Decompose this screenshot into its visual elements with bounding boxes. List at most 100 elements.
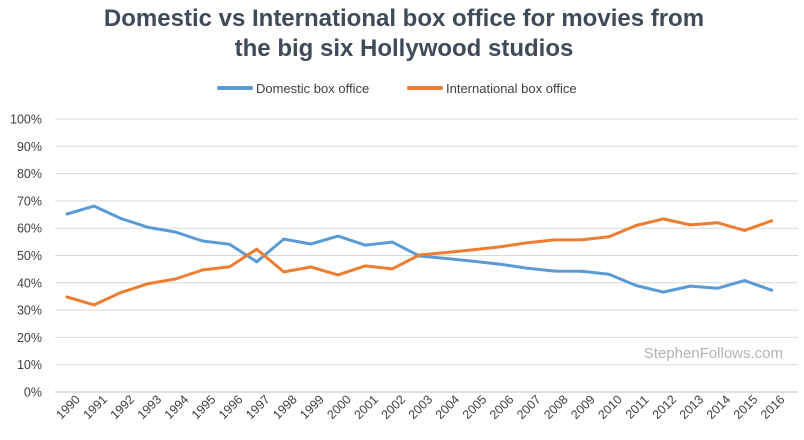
data-point (119, 217, 123, 221)
y-tick-label: 30% (17, 304, 42, 318)
x-tick-label: 1990 (53, 392, 83, 422)
data-point (201, 239, 204, 243)
data-point (553, 269, 557, 273)
data-point (770, 288, 774, 292)
data-point (119, 290, 123, 294)
y-tick-label: 20% (17, 331, 42, 345)
data-point (363, 264, 367, 268)
watermark: StephenFollows.com (644, 345, 783, 362)
legend: Domestic box office International box of… (217, 81, 577, 96)
data-point (390, 240, 394, 244)
x-axis: 1990199119921993199419951996199719981999… (53, 392, 787, 422)
data-point (526, 241, 530, 245)
y-tick-label: 90% (17, 140, 42, 154)
series-layer (65, 204, 774, 307)
chart-title-line-2: the big six Hollywood studios (235, 35, 574, 62)
gridlines (55, 118, 798, 393)
data-point (309, 242, 313, 246)
data-point (688, 223, 692, 227)
x-tick-label: 1998 (270, 392, 300, 422)
data-point (228, 265, 232, 269)
data-point (201, 268, 204, 272)
x-tick-label: 1999 (297, 392, 327, 422)
x-tick-label: 2010 (595, 392, 625, 422)
legend-label-international: International box office (446, 81, 577, 96)
x-tick-label: 2015 (731, 392, 761, 422)
data-point (146, 282, 150, 286)
data-point (173, 230, 177, 234)
data-point (309, 265, 313, 269)
data-point (688, 284, 692, 288)
x-tick-label: 2000 (324, 392, 354, 422)
x-tick-label: 2007 (514, 392, 544, 422)
data-point (92, 303, 96, 307)
x-tick-label: 1994 (162, 392, 192, 422)
data-point (336, 234, 340, 238)
y-axis: 0% 10% 20% 30% 40% 50% 60% 70% 80% 90% 100% (10, 113, 42, 400)
x-tick-label: 1996 (216, 392, 246, 422)
data-point (770, 219, 774, 223)
x-tick-label: 2012 (650, 392, 680, 422)
data-point (743, 228, 746, 232)
y-tick-label: 100% (10, 113, 42, 127)
y-tick-label: 80% (17, 167, 42, 181)
chart-title: Domestic vs International box office for… (104, 5, 704, 62)
x-tick-label: 2014 (704, 392, 734, 422)
x-tick-label: 1995 (189, 392, 219, 422)
data-point (715, 221, 719, 225)
data-point (499, 245, 503, 249)
x-tick-label: 1992 (108, 392, 138, 422)
legend-label-domestic: Domestic box office (256, 81, 369, 96)
data-point (743, 279, 746, 283)
data-point (526, 266, 530, 270)
data-point (390, 267, 394, 271)
chart-title-line-1: Domestic vs International box office for… (104, 5, 704, 32)
data-point (255, 260, 259, 264)
data-point (472, 259, 475, 263)
x-tick-label: 2005 (460, 392, 490, 422)
data-point (580, 269, 584, 273)
data-point (715, 286, 719, 290)
data-point (661, 290, 665, 294)
y-tick-label: 0% (24, 386, 42, 400)
data-point (282, 270, 286, 274)
data-point (607, 272, 611, 276)
data-point (65, 295, 69, 299)
data-point (580, 238, 584, 242)
y-tick-label: 10% (17, 358, 42, 372)
data-point (634, 284, 638, 288)
x-tick-label: 2004 (433, 392, 463, 422)
x-tick-label: 2001 (351, 392, 381, 422)
data-point (553, 238, 557, 242)
data-point (444, 250, 448, 254)
data-point (65, 212, 69, 216)
data-point (417, 253, 421, 257)
x-tick-label: 1993 (135, 392, 165, 422)
x-tick-label: 2003 (406, 392, 436, 422)
data-point (146, 225, 150, 229)
data-point (363, 243, 367, 247)
x-tick-label: 2006 (487, 392, 517, 422)
x-tick-label: 2016 (758, 392, 788, 422)
data-point (282, 237, 286, 241)
data-point (92, 204, 96, 208)
x-tick-label: 2009 (568, 392, 598, 422)
data-point (661, 217, 665, 221)
data-point (336, 273, 340, 277)
x-tick-label: 2013 (677, 392, 707, 422)
data-point (173, 277, 177, 281)
x-tick-label: 1997 (243, 392, 273, 422)
data-point (634, 223, 638, 227)
data-point (607, 235, 611, 239)
y-tick-label: 40% (17, 276, 42, 290)
x-tick-label: 1991 (80, 392, 110, 422)
data-point (228, 242, 232, 246)
y-tick-label: 70% (17, 194, 42, 208)
data-point (255, 247, 259, 251)
y-tick-label: 60% (17, 222, 42, 236)
series-international (65, 217, 774, 307)
data-point (444, 257, 448, 261)
data-point (499, 262, 503, 266)
